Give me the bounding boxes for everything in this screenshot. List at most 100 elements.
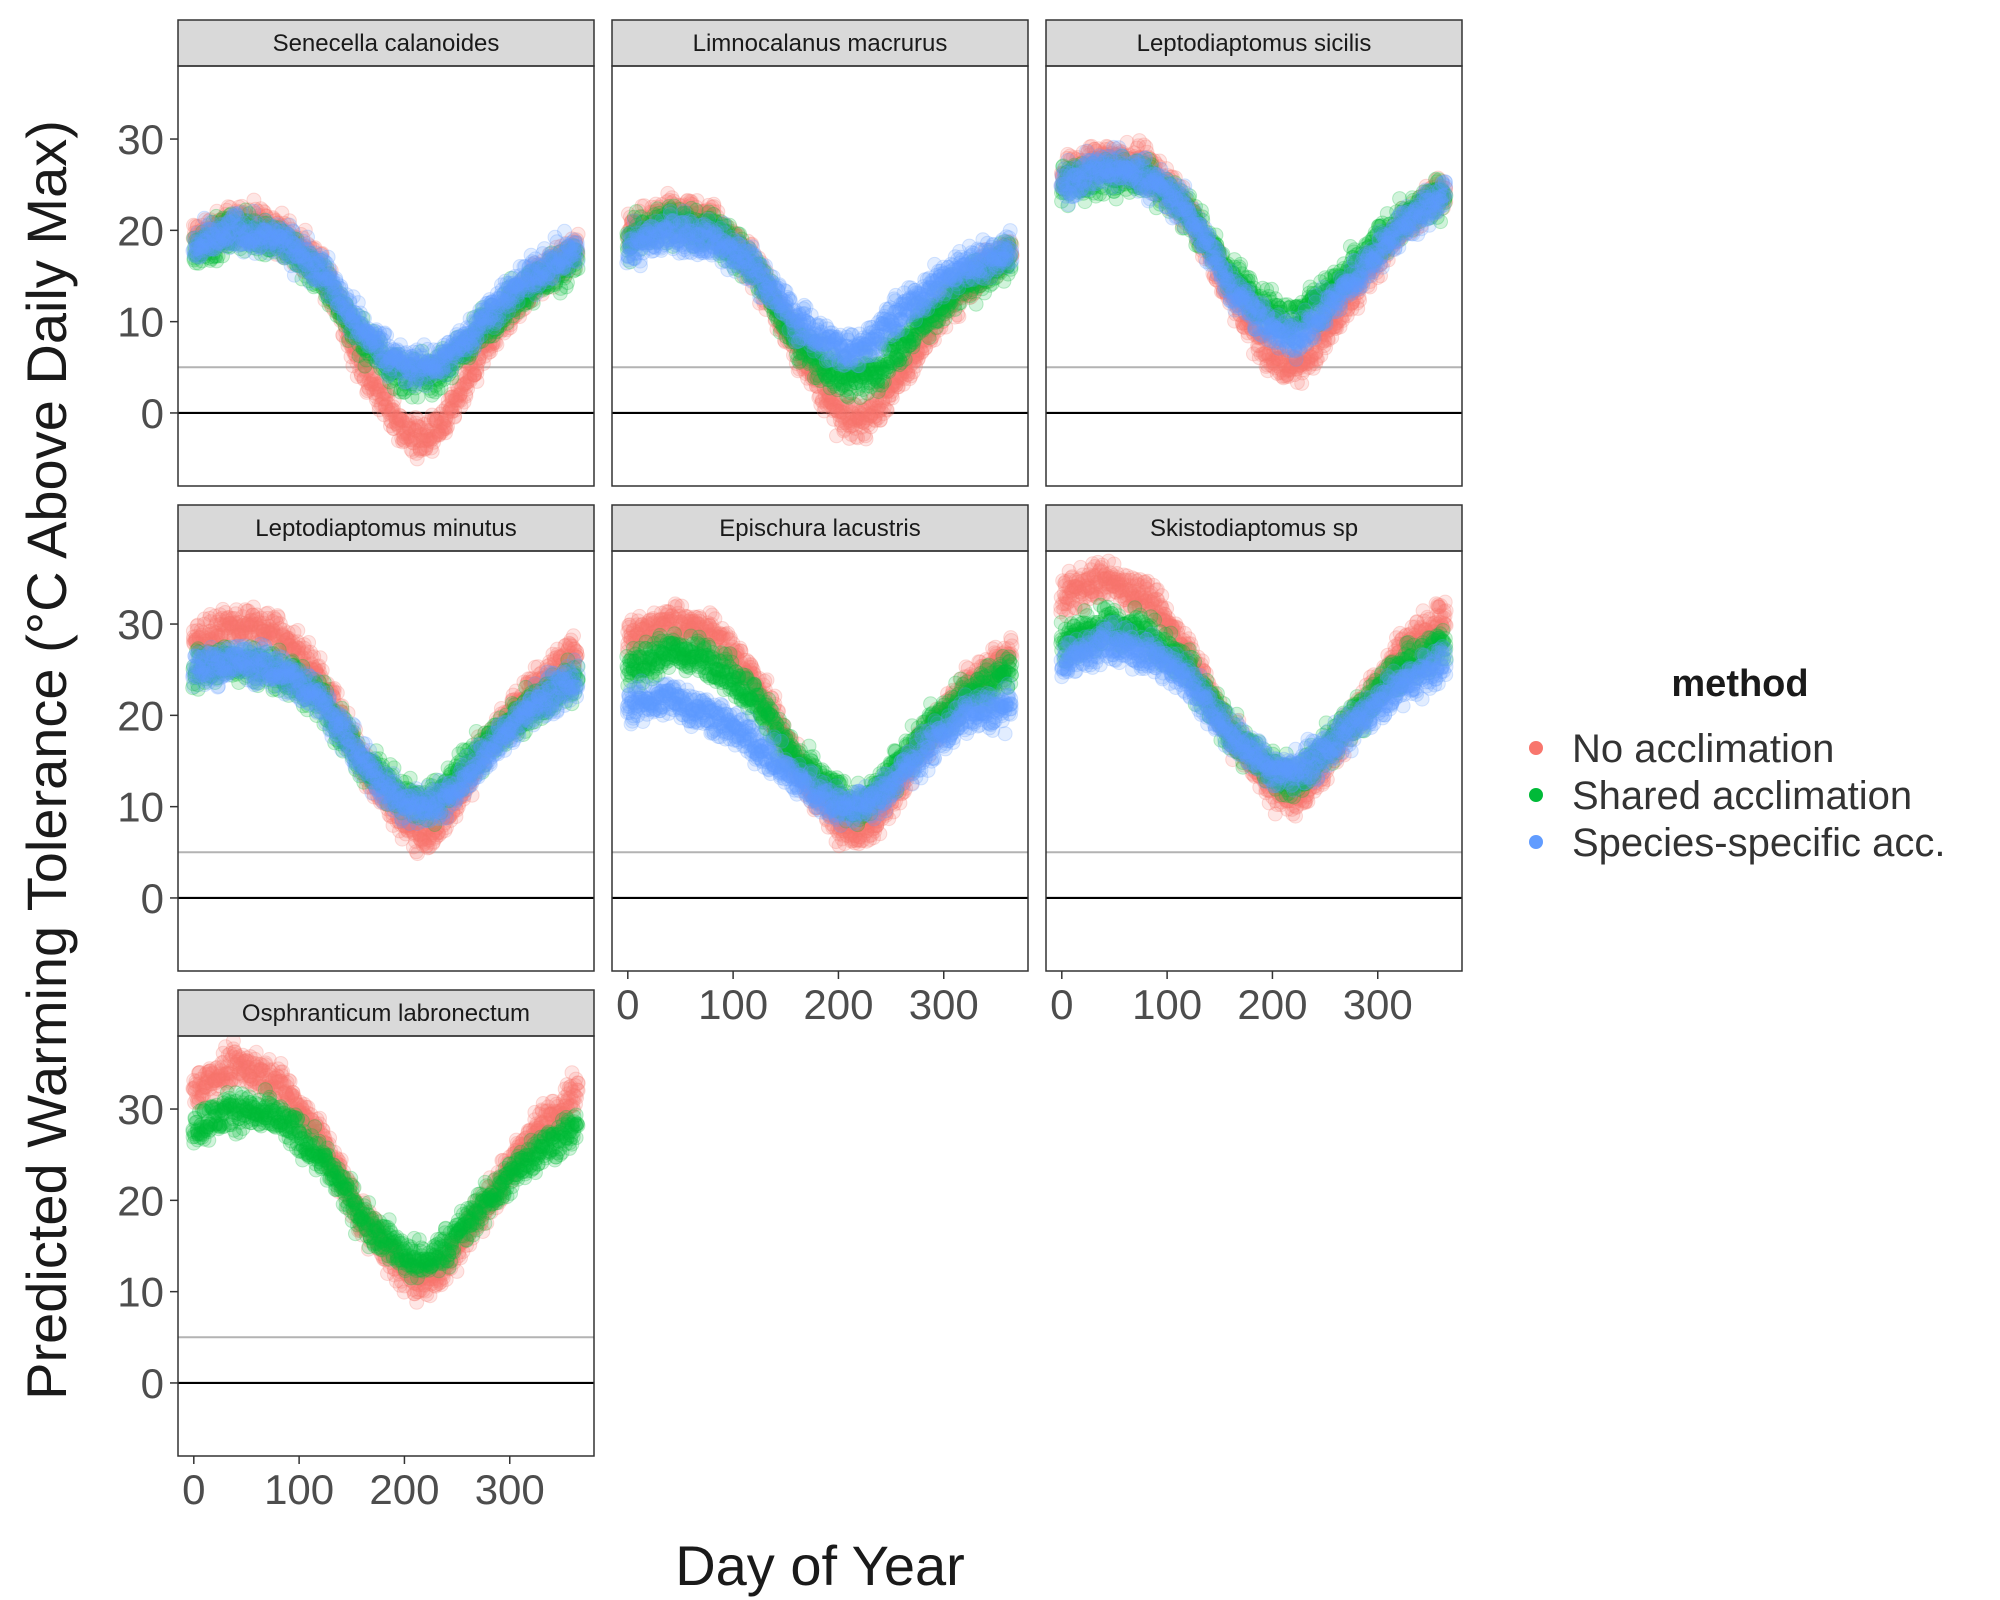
data-point (422, 433, 438, 449)
data-point (255, 239, 270, 255)
data-point (279, 235, 295, 251)
data-point (388, 410, 404, 426)
data-point (288, 237, 304, 253)
data-point (205, 223, 221, 239)
data-point (210, 218, 226, 234)
data-point (394, 412, 410, 428)
data-point (215, 213, 231, 229)
data-point (319, 280, 335, 296)
data-point (320, 280, 336, 296)
data-point (240, 233, 255, 249)
data-point (255, 214, 271, 229)
data-point (265, 226, 281, 242)
data-point (195, 227, 210, 243)
data-point (399, 413, 415, 429)
data-point (427, 412, 443, 428)
data-point (228, 215, 244, 231)
data-point (454, 378, 470, 394)
data-point (205, 234, 221, 250)
data-point (403, 421, 419, 437)
data-point (434, 411, 449, 427)
data-point (401, 420, 417, 436)
data-point (365, 371, 381, 387)
data-point (347, 341, 363, 357)
data-point (219, 202, 235, 218)
data-point (262, 222, 278, 238)
data-point (222, 217, 237, 233)
data-point (283, 221, 299, 237)
data-point (206, 215, 222, 231)
data-point (210, 215, 226, 231)
data-point (272, 218, 288, 234)
data-point (452, 375, 467, 391)
data-point (340, 338, 356, 354)
data-point (421, 432, 437, 448)
data-point (305, 268, 321, 284)
data-point (315, 278, 331, 294)
data-point (212, 212, 227, 228)
data-point (464, 366, 480, 382)
data-point (250, 203, 265, 219)
data-point (429, 423, 445, 439)
data-point (452, 387, 468, 402)
data-point (378, 391, 394, 407)
data-point (348, 348, 364, 363)
data-point (399, 430, 414, 446)
data-point (368, 381, 384, 397)
data-point (368, 392, 384, 408)
data-point (333, 309, 349, 325)
data-point (234, 198, 250, 214)
data-point (407, 422, 423, 438)
data-point (460, 381, 476, 397)
data-point (431, 427, 447, 443)
data-point (296, 264, 312, 280)
data-point (294, 246, 310, 262)
data-point (273, 219, 289, 235)
data-point (204, 232, 220, 248)
data-point (277, 238, 293, 254)
data-point (216, 223, 232, 239)
data-point (187, 228, 203, 243)
data-point (270, 215, 286, 231)
data-point (339, 332, 354, 348)
data-point (285, 238, 301, 254)
data-point (380, 387, 396, 403)
data-point (257, 214, 273, 230)
data-point (304, 240, 320, 256)
data-point (318, 284, 334, 300)
data-point (193, 223, 209, 239)
data-point (373, 378, 389, 394)
data-point (324, 300, 340, 316)
data-point (371, 378, 387, 394)
data-point (316, 273, 332, 288)
data-point (382, 406, 398, 422)
data-point (413, 426, 429, 442)
data-point (396, 424, 412, 440)
data-point (376, 375, 392, 390)
data-point (407, 429, 423, 445)
data-point (435, 403, 451, 419)
data-point (897, 351, 913, 367)
data-point (458, 386, 474, 402)
data-point (233, 211, 249, 227)
data-point (440, 419, 455, 435)
data-point (296, 248, 312, 264)
data-point (248, 206, 264, 222)
data-point (391, 412, 407, 427)
data-point (190, 218, 206, 234)
data-point (301, 256, 317, 272)
data-point (202, 222, 218, 238)
data-point (388, 415, 404, 431)
data-point (280, 226, 296, 242)
data-point (466, 367, 482, 383)
data-point (212, 216, 228, 232)
facet-panels: Senecella calanoides0102030Limnocalanus … (117, 19, 1463, 1513)
data-point (368, 379, 384, 395)
data-point (329, 295, 345, 311)
data-point (375, 390, 391, 406)
data-point (261, 216, 277, 232)
data-point (223, 222, 239, 238)
data-point (306, 269, 322, 285)
data-point (457, 376, 473, 392)
